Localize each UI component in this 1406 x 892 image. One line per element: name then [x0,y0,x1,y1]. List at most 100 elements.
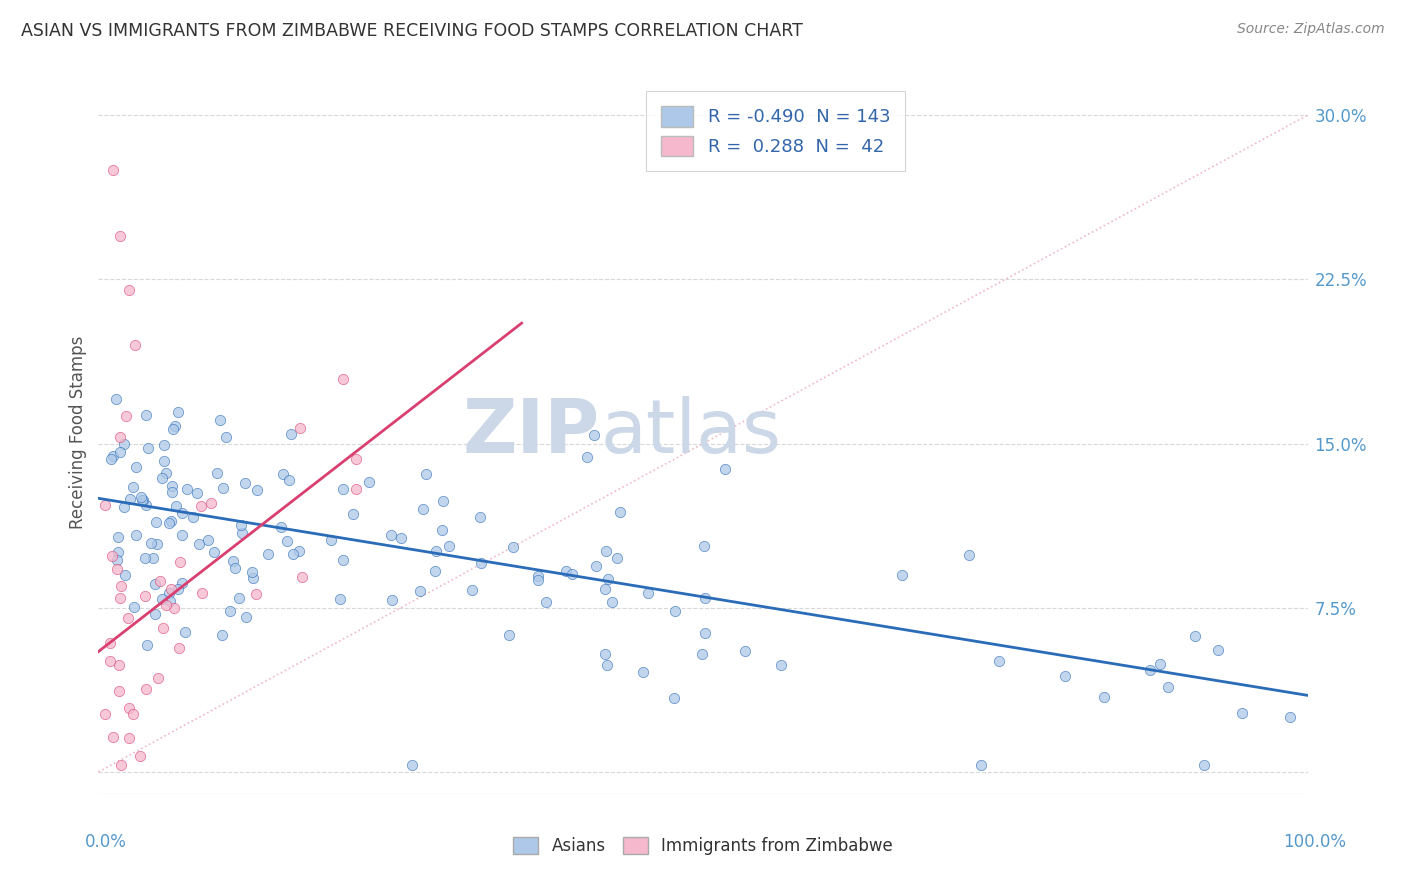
Point [596,573,619,587]
Point [146,671,169,685]
Point [146,537,169,551]
Point [176,483,198,497]
Point [100,636,122,650]
Point [602,595,624,609]
Point [714,462,737,476]
Point [461,582,484,597]
Point [401,758,423,772]
Point [132,493,155,508]
Point [163,418,186,433]
Point [662,690,685,705]
Point [118,283,141,297]
Point [281,547,304,561]
Point [94,707,117,722]
Point [166,405,188,419]
Point [186,485,208,500]
Point [112,437,135,451]
Point [172,506,194,520]
Point [693,625,716,640]
Point [690,648,713,662]
Point [141,536,163,550]
Point [1206,642,1229,657]
Point [412,502,434,516]
Point [165,499,187,513]
Point [181,510,204,524]
Point [693,539,716,553]
Point [270,520,292,534]
Point [242,572,264,586]
Point [215,430,238,444]
Point [98,654,121,668]
Point [107,544,129,558]
Point [1053,668,1076,682]
Text: 0.0%: 0.0% [84,833,127,851]
Point [162,422,184,436]
Point [108,430,131,444]
Point [172,576,194,591]
Point [118,491,141,506]
Point [211,481,233,495]
Point [288,420,311,434]
Point [1139,663,1161,677]
Point [425,544,447,558]
Point [188,537,211,551]
Point [107,530,129,544]
Point [288,543,311,558]
Point [149,574,172,588]
Point [329,592,352,607]
Point [235,610,257,624]
Point [359,475,381,490]
Point [344,451,367,466]
Point [200,495,222,509]
Point [163,601,186,615]
Point [593,582,616,596]
Point [135,408,157,422]
Point [104,392,127,406]
Point [245,587,267,601]
Point [207,467,229,481]
Point [110,591,132,605]
Point [468,510,491,524]
Point [100,549,122,564]
Point [576,450,599,465]
Point [291,570,314,584]
Point [143,607,166,622]
Point [423,564,446,578]
Point [1157,680,1180,694]
Point [135,498,157,512]
Point [122,599,145,614]
Point [233,475,256,490]
Point [228,591,250,606]
Point [160,479,183,493]
Point [409,584,432,599]
Point [273,467,295,482]
Point [202,545,225,559]
Point [224,561,246,575]
Text: ZIP: ZIP [463,396,600,469]
Point [159,582,181,596]
Point [319,533,342,547]
Point [257,547,280,561]
Point [342,508,364,522]
Point [332,482,354,496]
Point [157,586,180,600]
Point [631,665,654,680]
Point [101,162,124,177]
Point [155,598,177,612]
Text: atlas: atlas [600,396,782,469]
Point [107,657,129,672]
Legend: R = -0.490  N = 143, R =  0.288  N =  42: R = -0.490 N = 143, R = 0.288 N = 42 [647,91,905,171]
Point [108,445,131,459]
Point [389,531,412,545]
Point [136,639,159,653]
Point [430,524,453,538]
Point [105,553,128,567]
Point [222,554,245,568]
Point [142,551,165,566]
Point [101,730,124,744]
Point [150,470,173,484]
Point [637,586,659,600]
Point [124,338,146,352]
Point [957,548,980,562]
Point [970,758,993,772]
